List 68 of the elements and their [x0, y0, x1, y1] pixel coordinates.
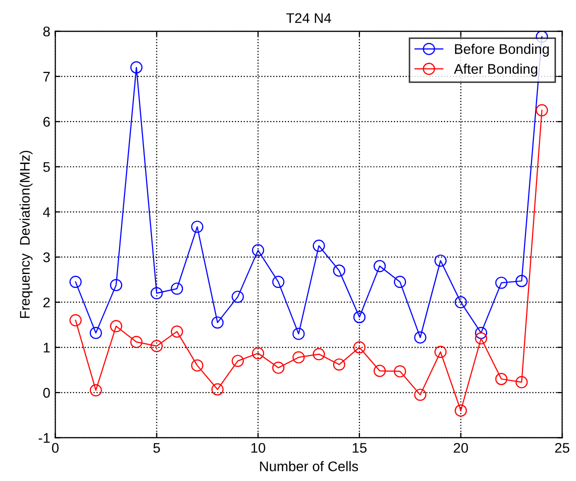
- point: [170, 282, 184, 295]
- point: [232, 290, 244, 303]
- point: [516, 376, 528, 388]
- point: [353, 341, 366, 354]
- x-tick-label: 10: [251, 442, 266, 453]
- point: [434, 254, 447, 267]
- point: [252, 244, 264, 256]
- x-tick-label: 20: [454, 442, 468, 453]
- point: [150, 287, 163, 300]
- chart-title: T24 N4: [286, 13, 332, 23]
- point: [130, 61, 143, 74]
- point: [69, 276, 82, 288]
- x-tick-label: 5: [153, 443, 160, 453]
- point: [170, 325, 184, 338]
- x-axis-title: Number of Cells: [260, 461, 358, 472]
- point: [312, 240, 325, 252]
- point: [516, 274, 528, 288]
- x-tick-label: 25: [555, 442, 570, 453]
- point: [292, 351, 305, 364]
- point: [374, 260, 386, 272]
- point: [312, 348, 325, 360]
- legend-label: After Bonding: [454, 64, 538, 77]
- point: [333, 358, 346, 371]
- point: [69, 314, 82, 326]
- point: [495, 372, 508, 386]
- point: [434, 346, 447, 358]
- y-tick-label: 0: [43, 388, 50, 398]
- point: [90, 326, 102, 340]
- point: [495, 276, 508, 289]
- point: [394, 365, 406, 378]
- x-tick-label: 15: [352, 443, 367, 453]
- point: [191, 359, 204, 372]
- point: [191, 220, 204, 233]
- y-tick-label: 6: [43, 116, 50, 127]
- point: [272, 276, 284, 288]
- y-tick-label: 8: [43, 26, 50, 36]
- x-tick-label: 0: [52, 442, 59, 453]
- y-tick-label: 2: [43, 298, 50, 308]
- point: [454, 404, 467, 417]
- point: [272, 362, 284, 374]
- point: [474, 326, 488, 340]
- point: [414, 331, 426, 344]
- point: [536, 104, 548, 116]
- y-axis-title: Frequency Deviation(MHz): [20, 150, 33, 318]
- point: [474, 332, 488, 344]
- point: [333, 264, 346, 277]
- point: [374, 364, 386, 377]
- legend-label: Before Bonding: [455, 44, 549, 57]
- point: [150, 340, 163, 352]
- y-tick-label: 4: [43, 207, 50, 217]
- point: [292, 328, 305, 340]
- y-tick-label: 3: [43, 252, 50, 262]
- point: [232, 354, 244, 368]
- point: [252, 347, 264, 360]
- y-tick-label: 1: [44, 342, 50, 352]
- y-tick-label: 5: [43, 162, 50, 172]
- point: [110, 320, 122, 332]
- point: [90, 384, 102, 396]
- y-tick-label: -1: [38, 433, 50, 443]
- point: [394, 276, 406, 288]
- point: [454, 296, 467, 308]
- point: [211, 316, 224, 329]
- point: [414, 388, 426, 401]
- point: [353, 311, 366, 324]
- point: [130, 336, 143, 348]
- y-tick-label: 7: [43, 72, 50, 82]
- point: [110, 278, 122, 292]
- point: [211, 383, 224, 396]
